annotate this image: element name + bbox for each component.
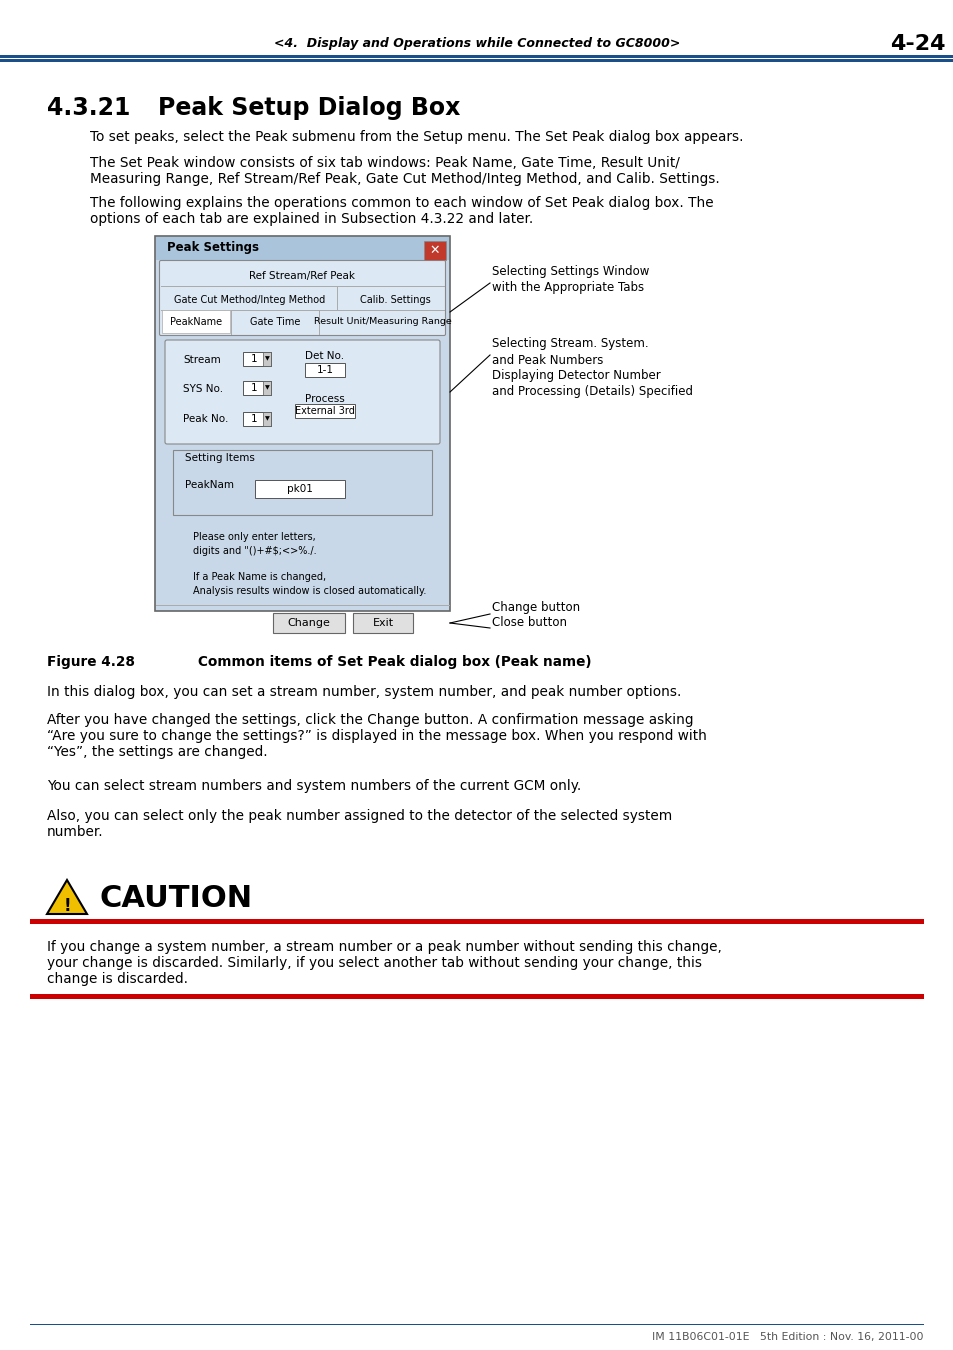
Text: The Set Peak window consists of six tab windows: Peak Name, Gate Time, Result Un: The Set Peak window consists of six tab … xyxy=(90,157,719,186)
Bar xyxy=(273,613,345,633)
Bar xyxy=(30,1323,923,1324)
Text: Gate Time: Gate Time xyxy=(250,317,300,327)
Bar xyxy=(353,613,413,633)
Text: 1: 1 xyxy=(251,414,257,424)
Text: and Processing (Details) Specified: and Processing (Details) Specified xyxy=(492,386,692,398)
Bar xyxy=(0,55,953,58)
Text: 4-24: 4-24 xyxy=(889,34,944,54)
Text: SYS No.: SYS No. xyxy=(183,383,223,394)
Text: External 3rd: External 3rd xyxy=(294,406,355,416)
Text: !: ! xyxy=(63,896,71,915)
Text: Figure 4.28: Figure 4.28 xyxy=(47,655,135,670)
Text: You can select stream numbers and system numbers of the current GCM only.: You can select stream numbers and system… xyxy=(47,779,580,792)
Bar xyxy=(154,236,450,612)
Text: Calib. Settings: Calib. Settings xyxy=(359,296,430,305)
Text: ▼: ▼ xyxy=(264,417,269,421)
Bar xyxy=(30,994,923,999)
Text: Also, you can select only the peak number assigned to the detector of the select: Also, you can select only the peak numbe… xyxy=(47,809,672,840)
Text: CAUTION: CAUTION xyxy=(100,884,253,913)
FancyBboxPatch shape xyxy=(159,261,445,336)
Bar xyxy=(263,381,271,396)
Bar xyxy=(156,238,449,261)
Text: Please only enter letters,: Please only enter letters, xyxy=(193,532,315,541)
Bar xyxy=(263,352,271,366)
Text: Result Unit/Measuring Range: Result Unit/Measuring Range xyxy=(314,317,452,327)
Text: To set peaks, select the Peak submenu from the Setup menu. The Set Peak dialog b: To set peaks, select the Peak submenu fr… xyxy=(90,130,742,144)
Text: After you have changed the settings, click the Change button. A confirmation mes: After you have changed the settings, cli… xyxy=(47,713,706,760)
Text: PeakNam: PeakNam xyxy=(185,481,233,490)
Text: ▼: ▼ xyxy=(264,356,269,362)
Text: The following explains the operations common to each window of Set Peak dialog b: The following explains the operations co… xyxy=(90,196,713,227)
Text: 1-1: 1-1 xyxy=(316,364,334,375)
Bar xyxy=(243,412,271,427)
Bar xyxy=(162,310,230,333)
Text: and Peak Numbers: and Peak Numbers xyxy=(492,354,602,366)
Text: Ref Stream/Ref Peak: Ref Stream/Ref Peak xyxy=(249,271,355,281)
Text: Selecting Settings Window: Selecting Settings Window xyxy=(492,266,649,278)
Text: If you change a system number, a stream number or a peak number without sending : If you change a system number, a stream … xyxy=(47,940,721,987)
Text: Peak No.: Peak No. xyxy=(183,414,228,424)
Text: Change button: Change button xyxy=(492,602,579,614)
Text: 1: 1 xyxy=(251,354,257,364)
Text: Selecting Stream. System.: Selecting Stream. System. xyxy=(492,338,648,351)
Text: If a Peak Name is changed,: If a Peak Name is changed, xyxy=(193,572,326,582)
Bar xyxy=(423,242,446,261)
Text: 4.3.21: 4.3.21 xyxy=(47,96,131,120)
Text: Det No.: Det No. xyxy=(305,351,344,360)
Bar xyxy=(243,381,271,396)
Text: Exit: Exit xyxy=(372,618,394,628)
Text: Common items of Set Peak dialog box (Peak name): Common items of Set Peak dialog box (Pea… xyxy=(160,655,591,670)
Bar xyxy=(243,352,271,366)
Text: PeakName: PeakName xyxy=(170,317,222,327)
Text: digits and "()+#$;<>%./.: digits and "()+#$;<>%./. xyxy=(193,545,316,556)
Bar xyxy=(30,919,923,923)
FancyBboxPatch shape xyxy=(165,340,439,444)
Text: Setting Items: Setting Items xyxy=(185,454,254,463)
Text: pk01: pk01 xyxy=(287,485,313,494)
Text: Analysis results window is closed automatically.: Analysis results window is closed automa… xyxy=(193,586,426,595)
Text: Gate Cut Method/Integ Method: Gate Cut Method/Integ Method xyxy=(174,296,325,305)
Text: Peak Settings: Peak Settings xyxy=(167,242,258,255)
Bar xyxy=(294,404,355,418)
Bar xyxy=(263,412,271,427)
Text: IM 11B06C01-01E   5th Edition : Nov. 16, 2011-00: IM 11B06C01-01E 5th Edition : Nov. 16, 2… xyxy=(652,1332,923,1342)
Text: ✕: ✕ xyxy=(429,243,439,256)
Polygon shape xyxy=(47,880,87,914)
Text: Displaying Detector Number: Displaying Detector Number xyxy=(492,370,660,382)
Text: with the Appropriate Tabs: with the Appropriate Tabs xyxy=(492,282,643,294)
Text: 1: 1 xyxy=(251,383,257,393)
Text: ▼: ▼ xyxy=(264,386,269,390)
Text: In this dialog box, you can set a stream number, system number, and peak number : In this dialog box, you can set a stream… xyxy=(47,684,680,699)
Bar xyxy=(172,450,432,514)
Text: Peak Setup Dialog Box: Peak Setup Dialog Box xyxy=(158,96,460,120)
Bar xyxy=(254,481,345,498)
Text: Change: Change xyxy=(287,618,330,628)
Bar xyxy=(0,59,953,62)
Text: <4.  Display and Operations while Connected to GC8000>: <4. Display and Operations while Connect… xyxy=(274,38,679,50)
Bar xyxy=(305,363,345,377)
Text: Process: Process xyxy=(305,394,345,404)
Text: Close button: Close button xyxy=(492,616,566,629)
Text: Stream: Stream xyxy=(183,355,220,364)
